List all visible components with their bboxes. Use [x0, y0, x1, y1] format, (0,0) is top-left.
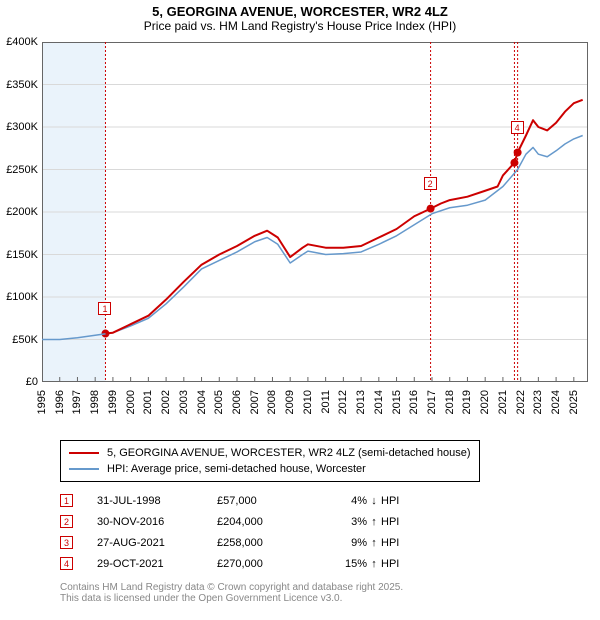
x-tick-label: 2024 — [550, 390, 562, 414]
y-tick-label: £150K — [6, 249, 38, 261]
x-tick-label: 2016 — [408, 390, 420, 414]
sale-row: 2 30-NOV-2016£204,0003%↑HPI — [60, 511, 411, 532]
sale-hpi-label: HPI — [381, 495, 411, 507]
footer-line-1: Contains HM Land Registry data © Crown c… — [60, 582, 403, 593]
sale-hpi-label: HPI — [381, 516, 411, 528]
sale-row: 4 29-OCT-2021£270,00015%↑HPI — [60, 553, 411, 574]
y-tick-label: £0 — [26, 376, 38, 388]
chart-title: 5, GEORGINA AVENUE, WORCESTER, WR2 4LZ — [0, 4, 600, 19]
x-tick-label: 2005 — [213, 390, 225, 414]
sale-price: £270,000 — [217, 558, 317, 570]
x-tick-label: 2000 — [125, 390, 137, 414]
sale-price: £204,000 — [217, 516, 317, 528]
legend-swatch-property — [69, 452, 99, 454]
x-tick-label: 2006 — [231, 390, 243, 414]
x-tick-label: 2013 — [355, 390, 367, 414]
x-tick-label: 2017 — [426, 390, 438, 414]
x-tick-label: 2020 — [479, 390, 491, 414]
footer: Contains HM Land Registry data © Crown c… — [60, 582, 403, 604]
sale-row: 3 27-AUG-2021£258,0009%↑HPI — [60, 532, 411, 553]
y-tick-label: £350K — [6, 79, 38, 91]
sale-marker-2: 2 — [424, 177, 437, 190]
x-tick-label: 2009 — [284, 390, 296, 414]
x-tick-label: 2004 — [196, 390, 208, 414]
x-tick-label: 2022 — [515, 390, 527, 414]
sale-date: 30-NOV-2016 — [97, 516, 217, 528]
x-tick-label: 2001 — [142, 390, 154, 414]
sale-pct: 15% — [317, 558, 367, 570]
sale-marker-4: 4 — [511, 121, 524, 134]
sale-date: 29-OCT-2021 — [97, 558, 217, 570]
y-tick-label: £300K — [6, 121, 38, 133]
x-tick-label: 2023 — [532, 390, 544, 414]
legend-label-property: 5, GEORGINA AVENUE, WORCESTER, WR2 4LZ (… — [107, 447, 471, 459]
title-block: 5, GEORGINA AVENUE, WORCESTER, WR2 4LZ P… — [0, 0, 600, 33]
sale-row-marker: 3 — [60, 536, 73, 549]
legend-item-property: 5, GEORGINA AVENUE, WORCESTER, WR2 4LZ (… — [69, 445, 471, 461]
x-tick-label: 2012 — [337, 390, 349, 414]
y-tick-label: £100K — [6, 291, 38, 303]
legend-swatch-hpi — [69, 468, 99, 470]
sale-marker-1: 1 — [98, 302, 111, 315]
x-tick-label: 1996 — [54, 390, 66, 414]
x-tick-label: 2011 — [320, 390, 332, 414]
legend-item-hpi: HPI: Average price, semi-detached house,… — [69, 461, 471, 477]
legend: 5, GEORGINA AVENUE, WORCESTER, WR2 4LZ (… — [60, 440, 480, 482]
chart-plot-area: £0£50K£100K£150K£200K£250K£300K£350K£400… — [42, 42, 588, 382]
x-tick-label: 2025 — [568, 390, 580, 414]
x-tick-label: 1997 — [71, 390, 83, 414]
sale-pct: 4% — [317, 495, 367, 507]
footer-line-2: This data is licensed under the Open Gov… — [60, 593, 403, 604]
sale-date: 27-AUG-2021 — [97, 537, 217, 549]
x-tick-label: 2008 — [266, 390, 278, 414]
x-tick-label: 2002 — [160, 390, 172, 414]
sale-arrow-icon: ↓ — [367, 495, 381, 507]
sale-arrow-icon: ↑ — [367, 537, 381, 549]
sale-hpi-label: HPI — [381, 537, 411, 549]
x-tick-label: 2019 — [461, 390, 473, 414]
y-tick-label: £200K — [6, 206, 38, 218]
x-tick-label: 1999 — [107, 390, 119, 414]
x-tick-label: 2018 — [444, 390, 456, 414]
legend-label-hpi: HPI: Average price, semi-detached house,… — [107, 463, 366, 475]
x-axis-labels: 1995199619971998199920002001200220032004… — [42, 386, 588, 436]
y-tick-label: £50K — [12, 334, 38, 346]
y-tick-label: £250K — [6, 164, 38, 176]
sale-price: £258,000 — [217, 537, 317, 549]
x-tick-label: 2007 — [249, 390, 261, 414]
x-tick-label: 2014 — [373, 390, 385, 414]
x-tick-label: 2021 — [497, 390, 509, 414]
sale-pct: 3% — [317, 516, 367, 528]
x-tick-label: 2015 — [391, 390, 403, 414]
sales-table: 131-JUL-1998£57,0004%↓HPI230-NOV-2016£20… — [60, 490, 411, 574]
sale-row-marker: 1 — [60, 494, 73, 507]
y-tick-label: £400K — [6, 36, 38, 48]
sale-arrow-icon: ↑ — [367, 516, 381, 528]
chart-subtitle: Price paid vs. HM Land Registry's House … — [0, 19, 600, 33]
sale-row-marker: 2 — [60, 515, 73, 528]
x-tick-label: 2010 — [302, 390, 314, 414]
sale-date: 31-JUL-1998 — [97, 495, 217, 507]
chart-svg — [42, 42, 588, 382]
sale-price: £57,000 — [217, 495, 317, 507]
sale-pct: 9% — [317, 537, 367, 549]
sale-arrow-icon: ↑ — [367, 558, 381, 570]
sale-row-marker: 4 — [60, 557, 73, 570]
sale-row: 1 31-JUL-1998£57,0004%↓HPI — [60, 490, 411, 511]
x-tick-label: 2003 — [178, 390, 190, 414]
y-axis-labels: £0£50K£100K£150K£200K£250K£300K£350K£400… — [0, 42, 40, 382]
x-tick-label: 1995 — [36, 390, 48, 414]
x-tick-label: 1998 — [89, 390, 101, 414]
sale-hpi-label: HPI — [381, 558, 411, 570]
